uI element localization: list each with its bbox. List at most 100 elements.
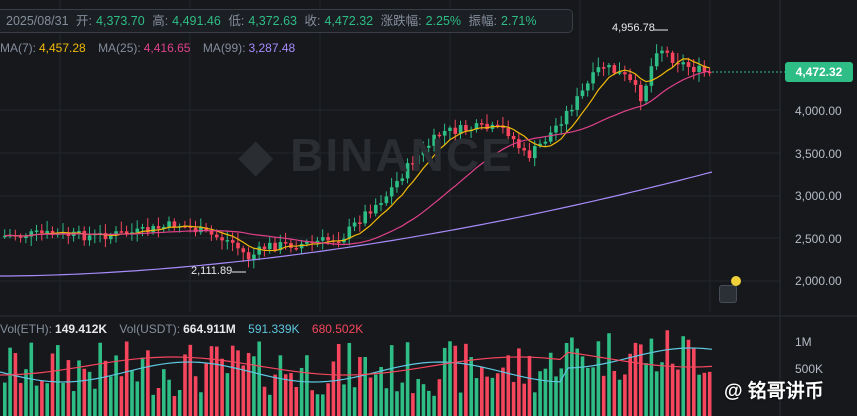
volume-bar [193,376,198,416]
close-label: 收: [304,14,321,28]
candle-body [686,62,691,67]
volume-bar [607,333,611,416]
volume-bar [135,381,140,416]
volume-bar [575,348,579,416]
candle-body [665,50,670,53]
candle-body [543,141,548,144]
volume-bar [654,371,659,416]
volume-bar [660,362,664,416]
volume-bar [209,346,214,416]
high-annotation: 4,956.78 [612,22,655,34]
candle-body [702,65,707,72]
candle-body [517,139,521,149]
amplitude-label: 振幅: [468,14,498,28]
candle-body [273,242,277,251]
candle-body [193,227,198,233]
price-axis-tick: 2,000.00 [795,274,842,288]
volume-bar [294,387,299,416]
candle-body [644,85,648,102]
volume-bar [681,336,685,416]
candle-body [45,230,49,234]
candle-body [522,148,526,151]
candle-body [374,204,378,214]
volume-bar [140,357,145,416]
candle-body [151,226,155,233]
candle-body [199,227,203,233]
candle-body [215,234,219,238]
candle-body [427,145,431,148]
candle-body [321,237,325,241]
volume-bar [225,373,230,416]
volume-bar [24,369,28,416]
volume-bar [633,342,638,416]
candle-body [204,227,208,231]
candle-body [639,84,643,102]
volume-bar [98,342,102,416]
high-value: 4,491.46 [172,14,221,28]
volume-bar [411,393,415,416]
candle-body [29,231,34,237]
current-price-tag: 4,472.32 [785,62,853,82]
ma99-line [0,171,713,277]
volume-bar [501,367,505,416]
volume-bar [379,367,383,416]
volume-bar [119,376,124,416]
close-value: 4,472.32 [324,14,374,28]
volume-bar [315,394,320,416]
candle-body [564,110,569,125]
candle-body [225,240,230,242]
volume-bar [623,374,627,416]
candle-body [283,242,288,244]
volume-bar [71,391,76,416]
candle-body [437,134,442,137]
candle-body [405,163,410,179]
candle-body [109,235,113,240]
alert-dot-icon [731,276,741,286]
candle-body [442,130,447,136]
author-watermark: @ 铭哥讲币 [724,381,824,402]
price-axis-tick: 4,000.00 [795,104,842,118]
volume-bar [617,379,622,416]
volume-bar [56,345,60,416]
candle-body [580,90,585,97]
candle-body [230,240,235,243]
volume-bar [156,387,161,416]
volume-bar [8,347,12,416]
volume-bar [363,357,367,416]
volume-bar [204,362,208,416]
candle-body [326,237,330,241]
volume-bar [580,356,585,416]
volume-bar [628,353,632,416]
volume-bar [146,350,150,416]
volume-bar [358,357,362,416]
price-alert-icon[interactable] [719,285,737,303]
candle-body [601,67,606,69]
candle-body [236,242,240,249]
volume-bar [278,355,283,416]
volume-legend: Vol(ETH): 149.412K Vol(USDT): 664.911M 591… [0,321,366,337]
volume-bar [474,378,479,416]
volume-bar [215,346,219,416]
volume-bar [649,338,654,416]
volume-bar [342,384,346,416]
volume-bar [522,383,526,416]
volume-bar [34,385,39,416]
candle-body [575,96,579,110]
volume-ma1-line [0,347,713,383]
candle-body [114,231,118,236]
candle-body [559,124,564,126]
candle-body [416,155,420,165]
volume-bar [326,383,330,416]
volume-bar [490,377,495,416]
volume-bar [352,387,357,416]
candle-body [633,80,638,85]
candle-body [506,127,511,137]
change-value: 2.25% [425,14,462,28]
volume-bar [596,341,601,416]
volume-bar [506,355,511,416]
candle-body [533,146,537,159]
volume-bar [220,358,224,416]
amplitude-value: 2.71% [501,14,537,28]
volume-bar [564,343,569,416]
